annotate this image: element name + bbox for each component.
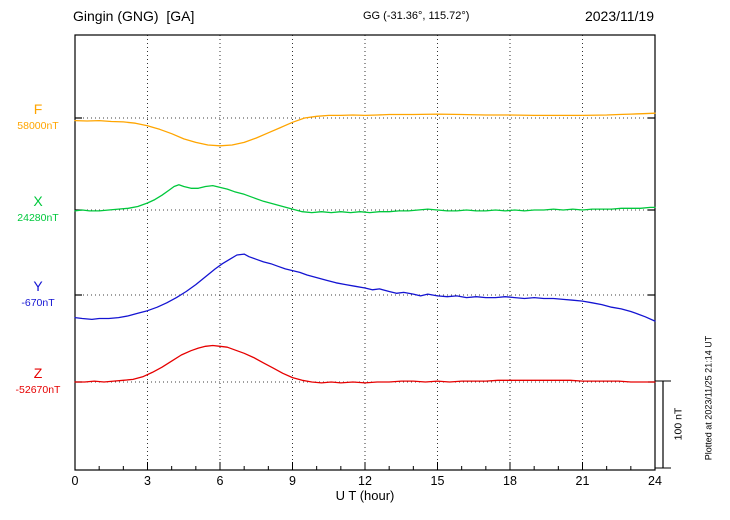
series-baseline-value-f: 58000nT — [17, 120, 59, 132]
series-label-f: F — [33, 101, 43, 117]
station-title: Gingin (GNG) [GA] — [73, 8, 195, 24]
station-coordinates: GG (-31.36°, 115.72°) — [363, 10, 470, 22]
series-baseline-value-x: 24280nT — [17, 212, 59, 224]
series-label-z: Z — [33, 365, 43, 381]
x-tick-label: 21 — [575, 474, 590, 488]
x-tick-label: 24 — [648, 474, 662, 488]
plotted-at-note: Plotted at 2023/11/25 21:14 UT — [703, 335, 714, 461]
series-label-y: Y — [33, 278, 43, 294]
x-tick-label: 18 — [503, 474, 517, 488]
scale-bar-label: 100 nT — [672, 407, 685, 441]
observation-date: 2023/11/19 — [584, 8, 654, 24]
x-tick-label: 9 — [289, 474, 296, 488]
series-baseline-value-y: -670nT — [21, 297, 55, 309]
x-tick-label: 12 — [358, 474, 372, 488]
x-tick-label: 0 — [71, 474, 79, 488]
x-axis-title: U T (hour) — [335, 488, 395, 503]
x-tick-label: 6 — [216, 474, 224, 488]
x-tick-label: 15 — [430, 474, 445, 488]
series-baseline-value-z: -52670nT — [15, 384, 61, 396]
x-tick-label: 3 — [144, 474, 151, 488]
series-label-x: X — [33, 193, 43, 209]
